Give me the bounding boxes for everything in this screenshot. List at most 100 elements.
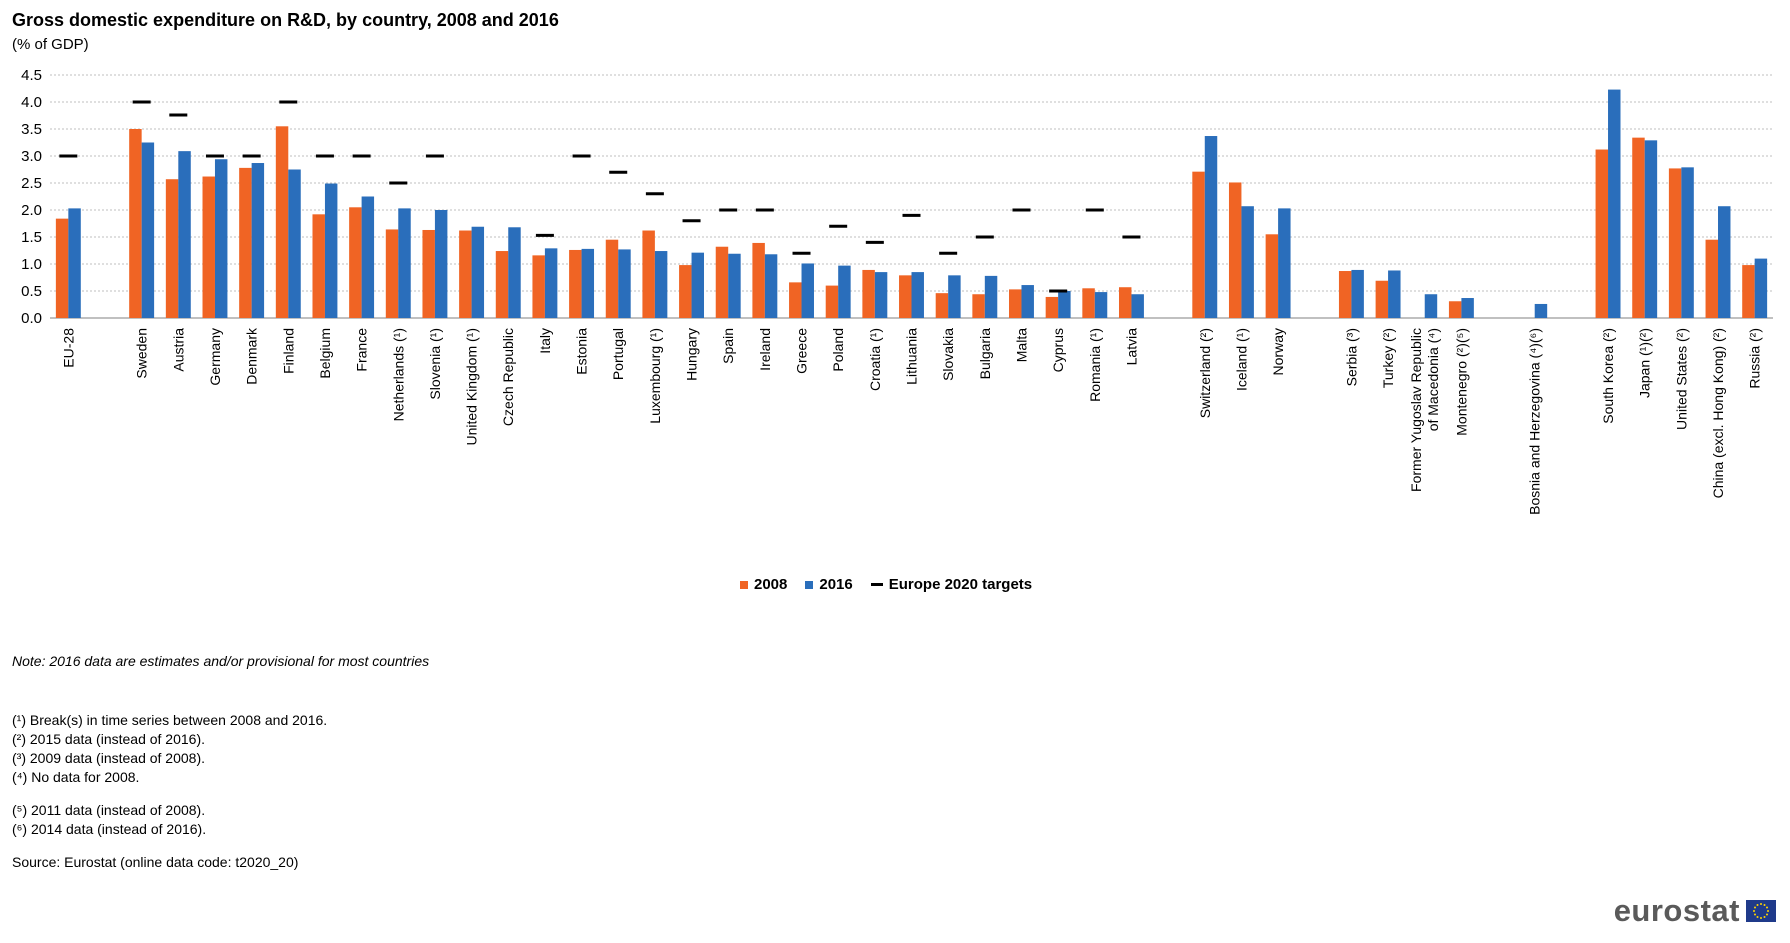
bar-2016: [1534, 303, 1548, 318]
y-tick-label: 2.5: [21, 175, 42, 192]
x-tick-label: Finland: [280, 328, 296, 374]
footnote-3: (³) 2009 data (instead of 2008).: [12, 750, 206, 766]
bar-2016: [874, 272, 888, 318]
x-tick-label-line: Former Yugoslav Republic: [1408, 328, 1424, 492]
bar-2016: [728, 253, 741, 318]
bar-2016: [1021, 285, 1034, 318]
x-tick-label-line: Malta: [1013, 328, 1029, 362]
x-tick-label: EU-28: [60, 328, 76, 368]
x-tick-label-line: Switzerland (²): [1197, 328, 1213, 418]
x-tick-label-line: United Kingdom (¹): [464, 328, 480, 446]
bar-2008: [1192, 171, 1205, 318]
bar-2008: [165, 179, 179, 318]
chart-subtitle: (% of GDP): [12, 36, 89, 53]
bar-2016: [471, 226, 485, 318]
bar-2008: [1265, 234, 1279, 318]
x-tick-label-line: Belgium: [317, 328, 333, 379]
x-tick-label-line: Ireland: [757, 328, 773, 371]
x-tick-label: Ireland: [757, 328, 773, 371]
x-tick-label-line: Poland: [830, 328, 846, 372]
x-tick-label: Austria: [170, 328, 186, 372]
bar-2016: [1388, 270, 1401, 318]
bar-2008: [1632, 137, 1645, 318]
x-tick-label-line: Slovakia: [940, 328, 956, 381]
bar-2016: [1241, 206, 1254, 318]
bar-2016: [1461, 298, 1474, 318]
bar-2008: [202, 176, 215, 318]
x-tick-label-line: Norway: [1270, 328, 1286, 375]
x-tick-label-line: France: [354, 328, 370, 372]
legend-label-2016: 2016: [819, 576, 853, 593]
eu-flag-icon: [1746, 900, 1776, 922]
bar-2016: [1681, 167, 1694, 318]
x-tick-label-line: Croatia (¹): [867, 328, 883, 391]
x-tick-label-line: China (excl. Hong Kong) (²): [1710, 328, 1726, 498]
bar-2008: [1228, 182, 1242, 318]
x-tick-label-line: Italy: [537, 328, 553, 354]
x-tick-label-line: Bosnia and Herzegovina (⁴)(⁶): [1527, 328, 1543, 515]
x-tick-label: Denmark: [244, 327, 260, 385]
x-tick-label: Belgium: [317, 328, 333, 379]
bar-2008: [899, 275, 912, 318]
bar-2016: [68, 208, 81, 318]
bar-2016: [1131, 294, 1144, 318]
bar-2008: [239, 167, 252, 318]
bar-2008: [349, 207, 362, 318]
bar-2008: [1082, 288, 1095, 318]
bar-2008: [1009, 289, 1022, 318]
x-tick-label-line: Romania (¹): [1087, 328, 1103, 402]
x-tick-label-line: Greece: [794, 328, 810, 374]
x-tick-label-line: Latvia: [1123, 328, 1139, 366]
bar-chart: 0.0 0.5 1.0 1.5 2.0 2.5 3.0 3.5 4.0 4.5 EU-28 Swede…: [21, 67, 1773, 515]
x-tick-label: France: [354, 328, 370, 372]
bar-2008: [1668, 168, 1682, 318]
legend: 2008 2016 Europe 2020 targets: [740, 576, 1032, 593]
x-tick-label: Japan (¹)(²): [1637, 328, 1653, 398]
bar-2008: [1595, 149, 1609, 318]
bar-2008: [1448, 301, 1462, 318]
bar-2008: [972, 294, 985, 318]
y-tick-label: 3.0: [21, 148, 42, 165]
x-tick-label-line: of Macedonia (⁴): [1425, 328, 1441, 431]
x-tick-label-line: Slovenia (¹): [427, 328, 443, 400]
x-tick-label-line: Germany: [207, 328, 223, 386]
x-tick-label-line: Turkey (²): [1380, 328, 1396, 388]
bar-2016: [141, 142, 155, 318]
bar-2016: [801, 263, 814, 318]
bar-2016: [1351, 269, 1364, 318]
bar-2016: [288, 169, 301, 318]
bar-2008: [1705, 239, 1719, 318]
source-note: Source: Eurostat (online data code: t202…: [12, 854, 299, 870]
x-tick-label-line: Montenegro (²)(⁵): [1453, 328, 1469, 436]
bar-2008: [422, 229, 435, 318]
y-tick-label: 4.5: [21, 67, 42, 84]
x-tick-label-line: South Korea (²): [1600, 328, 1616, 424]
x-tick-label: Romania (¹): [1087, 328, 1103, 402]
x-tick-label-line: Serbia (³): [1343, 328, 1359, 386]
bar-2008: [55, 218, 69, 318]
x-tick-label: Latvia: [1123, 328, 1139, 366]
x-tick-label: Poland: [830, 328, 846, 372]
bar-2008: [1045, 296, 1059, 318]
x-tick-label-line: Netherlands (¹): [390, 328, 406, 421]
bar-2016: [361, 196, 375, 318]
x-tick-label-line: Bulgaria: [977, 328, 993, 380]
bar-2008: [642, 230, 655, 318]
bar-2008: [459, 230, 472, 318]
y-tick-label: 0.5: [21, 283, 42, 300]
bar-2008: [312, 214, 325, 318]
bar-2008: [495, 251, 509, 318]
bar-2008: [1375, 280, 1389, 318]
x-tick-label: Switzerland (²): [1197, 328, 1213, 418]
bar-2016: [1058, 291, 1071, 318]
footnote-1: (¹) Break(s) in time series between 2008…: [12, 712, 328, 728]
bar-2016: [251, 163, 265, 318]
legend-label-target: Europe 2020 targets: [888, 576, 1033, 593]
x-tick-label: Russia (²): [1747, 328, 1763, 389]
x-tick-label: Germany: [207, 328, 223, 386]
bar-2016: [1424, 294, 1438, 318]
logo-text: eurostat: [1613, 893, 1740, 928]
x-tick-label: Portugal: [610, 328, 626, 380]
x-tick-label-line: Iceland (¹): [1233, 328, 1249, 391]
bar-2016: [691, 252, 705, 318]
